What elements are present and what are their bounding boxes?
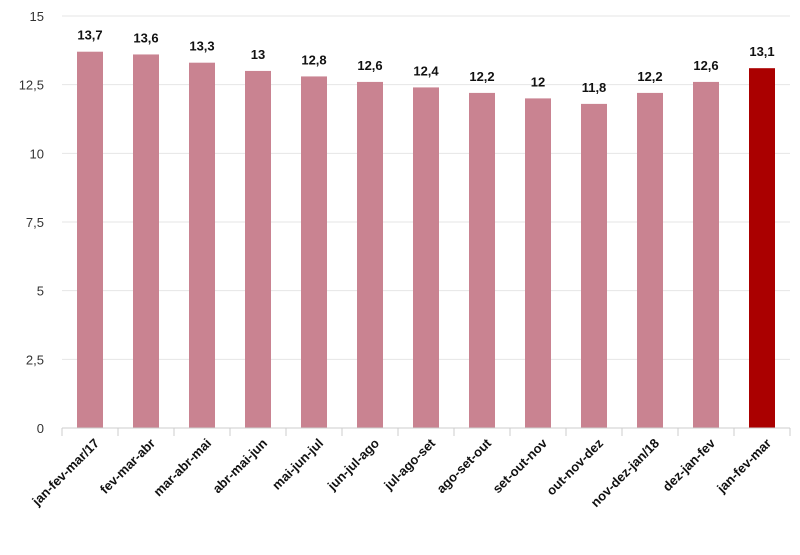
x-tick-label: dez-jan-fev xyxy=(659,435,718,494)
bar xyxy=(357,81,383,429)
data-label: 13,7 xyxy=(77,28,102,43)
x-tick-label: jan-fev-mar/17 xyxy=(28,436,102,510)
bars xyxy=(77,51,775,429)
bar xyxy=(693,81,719,429)
x-tick-label: mai-jun-jul xyxy=(269,436,326,493)
y-tick-label: 15 xyxy=(30,9,44,24)
bar xyxy=(749,68,775,428)
bar xyxy=(525,98,551,429)
data-label: 11,8 xyxy=(582,80,607,95)
data-label: 13,3 xyxy=(189,39,214,54)
bar xyxy=(581,103,607,428)
data-label: 12,6 xyxy=(693,58,718,73)
data-label: 12,2 xyxy=(469,69,494,84)
x-axis-ticks: jan-fev-mar/17fev-mar-abrmar-abr-maiabr-… xyxy=(28,435,774,510)
y-axis-ticks: 0 2,5 5 7,5 10 12,5 15 xyxy=(19,9,44,436)
data-label: 12 xyxy=(531,74,545,89)
data-label: 12,4 xyxy=(413,63,439,78)
bar xyxy=(637,92,663,428)
x-tick-label: jun-jul-ago xyxy=(324,435,382,493)
bar xyxy=(133,54,159,428)
x-tick-label: jan-fev-mar xyxy=(713,436,774,497)
x-tick-label: ago-set-out xyxy=(433,435,494,496)
x-axis xyxy=(61,427,791,436)
y-tick-label: 7,5 xyxy=(26,215,44,230)
x-tick-label: abr-mai-jun xyxy=(209,435,270,496)
bar xyxy=(301,76,327,428)
y-tick-label: 5 xyxy=(37,284,44,299)
y-tick-label: 10 xyxy=(30,146,44,161)
bar xyxy=(469,92,495,428)
bar xyxy=(189,62,215,429)
bar xyxy=(77,51,103,428)
data-label: 12,6 xyxy=(357,58,382,73)
data-label: 13 xyxy=(251,47,265,62)
bar xyxy=(245,70,271,428)
x-tick-label: fev-mar-abr xyxy=(97,436,158,497)
y-tick-label: 2,5 xyxy=(26,352,44,367)
data-label: 13,1 xyxy=(749,44,774,59)
x-tick-label: set-out-nov xyxy=(489,435,550,496)
x-tick-label: jul-ago-set xyxy=(380,435,438,493)
data-label: 13,6 xyxy=(133,30,158,45)
data-label: 12,8 xyxy=(301,52,326,67)
y-tick-label: 0 xyxy=(37,421,44,436)
x-tick-label: mar-abr-mai xyxy=(150,436,214,500)
y-tick-label: 12,5 xyxy=(19,78,44,93)
data-label: 12,2 xyxy=(637,69,662,84)
data-labels: 13,7 13,6 13,3 13 12,8 12,6 12,4 12,2 12 11,8 12,2… xyxy=(77,28,774,95)
bar xyxy=(413,87,439,428)
